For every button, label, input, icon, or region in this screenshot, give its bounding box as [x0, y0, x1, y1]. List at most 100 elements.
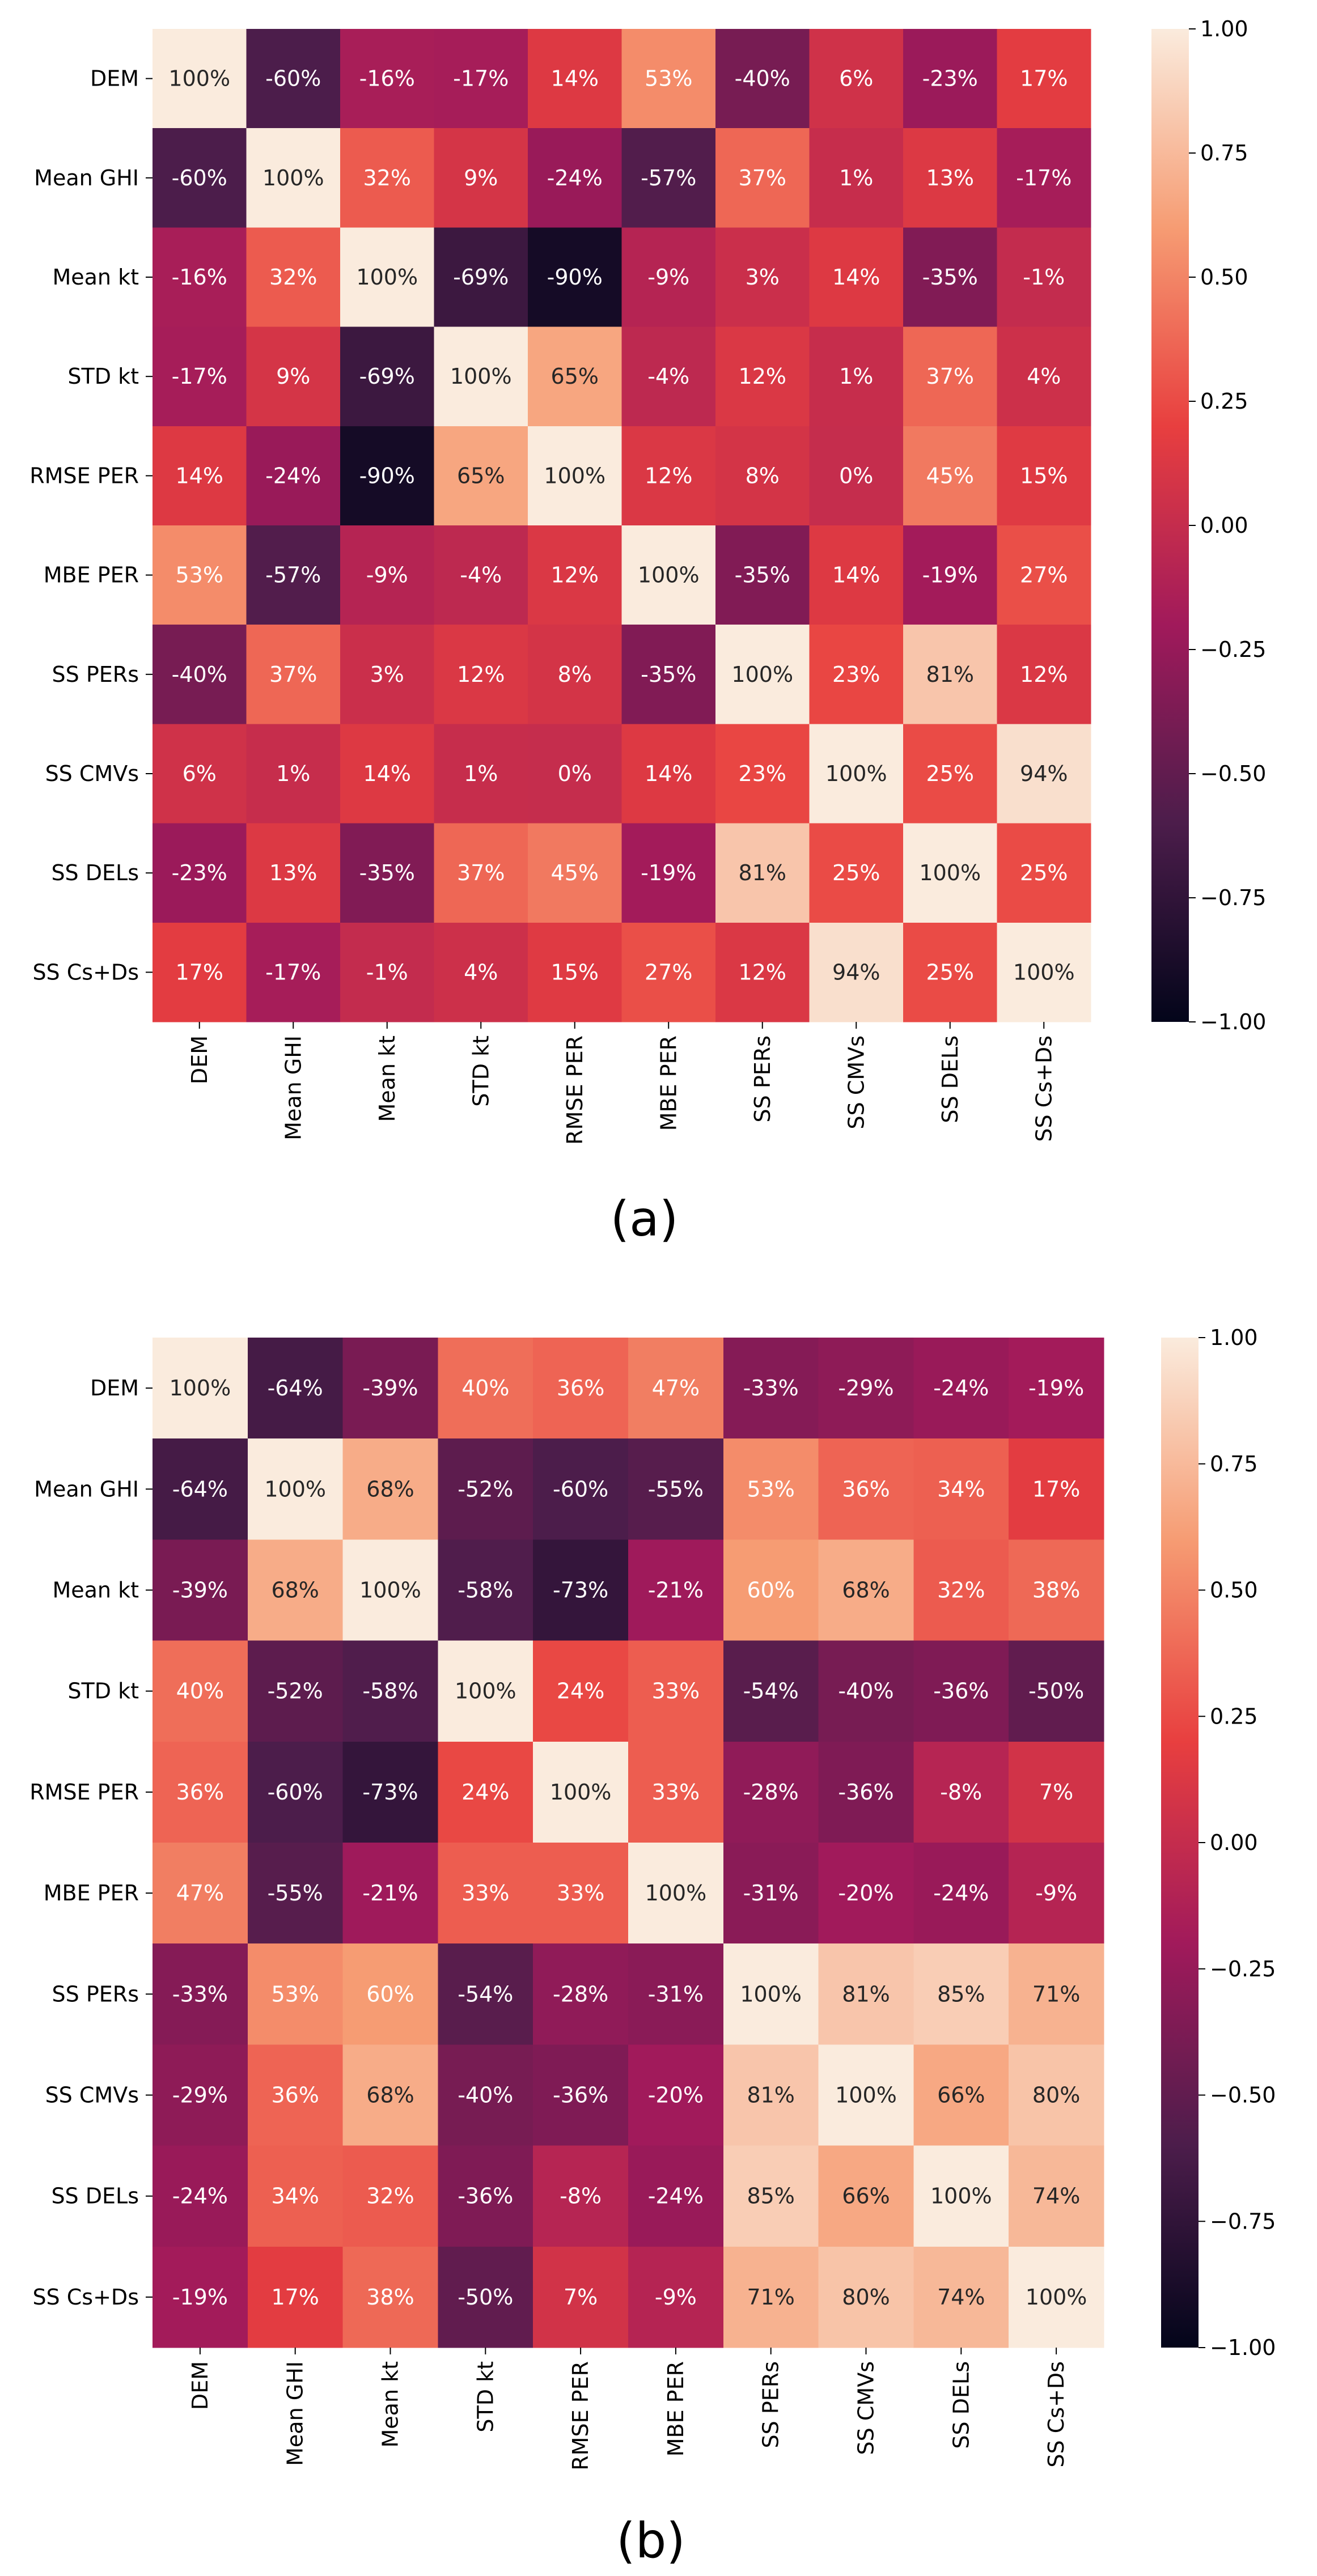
cell-value-b-r5-c3: 33% [461, 1881, 509, 1906]
heatmap-cell-a-r4-c4 [528, 426, 622, 526]
cell-value-a-r2-c6: 3% [746, 265, 780, 290]
heatmap-cell-a-r0-c4 [528, 29, 622, 129]
heatmap-cell-b-r1-c4 [533, 1438, 629, 1540]
heatmap-annotations-a: 100% -60% -16% -17% 14% 53% -40% 6% -23% 17% -60% 1… [168, 66, 1074, 985]
heatmap-cell-a-r5-c9 [997, 525, 1091, 625]
cell-value-b-r1-c5: -55% [648, 1476, 704, 1501]
heatmap-cell-a-r1-c4 [528, 128, 622, 228]
heatmap-cell-a-r9-c5 [621, 922, 716, 1022]
cell-value-a-r4-c6: 8% [746, 463, 780, 488]
heatmap-cell-a-r4-c5 [621, 426, 716, 526]
heatmap-cell-b-r9-c4 [533, 2246, 629, 2348]
heatmap-cell-a-r0-c5 [621, 29, 716, 129]
colorbar-tick-label-b-7: −0.75 [1210, 2209, 1276, 2234]
x-axis-b: DEM Mean GHI Mean kt STD kt RMSE PER MBE PER S… [188, 2348, 1069, 2471]
heatmap-cell-b-r5-c5 [628, 1843, 724, 1944]
heatmap-cell-b-r9-c7 [818, 2246, 914, 2348]
heatmap-cell-b-r8-c7 [818, 2145, 914, 2247]
cell-value-a-r0-c1: -60% [265, 66, 321, 91]
cell-value-b-r1-c0: -64% [172, 1476, 228, 1501]
heatmap-cell-a-r3-c8 [903, 326, 998, 427]
heatmap-cell-b-r9-c9 [1009, 2246, 1104, 2348]
heatmap-cell-b-r6-c8 [913, 1943, 1009, 2045]
heatmap-cell-a-r4-c0 [153, 426, 247, 526]
heatmap-cell-a-r0-c2 [340, 29, 435, 129]
y-tick-label-a-mean-kt: Mean kt [52, 265, 139, 290]
heatmap-cell-b-r7-c9 [1009, 2044, 1104, 2146]
cell-value-a-r7-c9: 94% [1020, 761, 1068, 786]
heatmap-cell-b-r2-c0 [153, 1539, 248, 1641]
cell-value-b-r0-c6: -33% [743, 1376, 799, 1401]
heatmap-cell-b-r1-c0 [153, 1438, 248, 1540]
y-axis-b: DEM Mean GHI Mean kt STD kt RMSE PER MBE PER S… [29, 1376, 153, 2310]
heatmap-cell-b-r5-c2 [342, 1843, 438, 1944]
heatmap-cell-a-r2-c1 [246, 227, 341, 328]
cell-value-a-r0-c9: 17% [1020, 66, 1068, 91]
cell-value-b-r9-c6: 71% [747, 2285, 794, 2310]
cell-value-a-r1-c6: 37% [739, 165, 786, 190]
heatmap-cell-b-r2-c7 [818, 1539, 914, 1641]
cell-value-a-r9-c1: -17% [265, 960, 321, 984]
cell-value-a-r3-c4: 65% [551, 364, 599, 389]
cell-value-a-r2-c0: -16% [172, 265, 227, 290]
cell-value-b-r4-c5: 33% [652, 1780, 700, 1805]
heatmap-cell-a-r9-c2 [340, 922, 435, 1022]
heatmap-cell-b-r2-c6 [723, 1539, 819, 1641]
heatmap-cell-a-r0-c8 [903, 29, 998, 129]
heatmap-cell-b-r0-c0 [153, 1338, 248, 1439]
x-tick-label-b-ss-cs-plus-ds: SS Cs+Ds [1044, 2361, 1069, 2468]
heatmap-cell-b-r6-c2 [342, 1943, 438, 2045]
colorbar-b: 1.00 0.75 0.50 0.25 0.00 −0.25 −0.50 −0.75 −1.00 [1161, 1325, 1276, 2360]
heatmap-cell-b-r9-c1 [247, 2246, 344, 2348]
heatmap-cell-b-r5-c0 [153, 1843, 248, 1944]
cell-value-a-r2-c7: 14% [832, 265, 880, 290]
heatmap-cell-b-r0-c8 [913, 1338, 1009, 1439]
heatmap-cell-b-r9-c0 [153, 2246, 248, 2348]
heatmap-cell-a-r5-c2 [340, 525, 435, 625]
x-tick-label-b-std-kt: STD kt [473, 2361, 498, 2433]
heatmap-cell-b-r1-c9 [1009, 1438, 1104, 1540]
cell-value-b-r8-c9: 74% [1032, 2184, 1080, 2209]
heatmap-cell-b-r4-c3 [438, 1741, 533, 1843]
heatmap-cell-a-r5-c8 [903, 525, 998, 625]
heatmap-cell-a-r2-c5 [621, 227, 716, 328]
y-tick-label-b-ss-cs-plus-ds: SS Cs+Ds [32, 2285, 139, 2310]
cell-value-a-r0-c3: -17% [453, 66, 509, 91]
heatmap-cell-b-r8-c8 [913, 2145, 1009, 2247]
cell-value-b-r3-c4: 24% [557, 1679, 604, 1704]
cell-value-b-r2-c5: -21% [648, 1578, 704, 1603]
cell-value-b-r7-c2: 68% [366, 2083, 414, 2108]
cell-value-a-r3-c2: -69% [359, 364, 415, 389]
cell-value-b-r3-c3: 100% [455, 1679, 516, 1704]
heatmap-cell-a-r9-c9 [997, 922, 1091, 1022]
cell-value-b-r2-c6: 60% [747, 1578, 794, 1603]
heatmap-cell-b-r4-c4 [533, 1741, 629, 1843]
cell-value-a-r9-c8: 25% [926, 960, 974, 984]
colorbar-gradient-a [1151, 29, 1189, 1022]
cell-value-b-r4-c2: -73% [362, 1780, 418, 1805]
cell-value-a-r0-c5: 53% [645, 66, 692, 91]
heatmap-cell-b-r9-c8 [913, 2246, 1009, 2348]
heatmap-cell-b-r3-c7 [818, 1640, 914, 1742]
cell-value-a-r8-c2: -35% [359, 860, 415, 885]
cell-value-a-r6-c8: 81% [926, 662, 974, 687]
cell-value-a-r8-c7: 25% [832, 860, 880, 885]
cell-value-a-r8-c8: 100% [919, 860, 981, 885]
cell-value-b-r7-c6: 81% [747, 2083, 794, 2108]
cell-value-a-r5-c2: -9% [366, 563, 408, 588]
x-axis-a: DEM Mean GHI Mean kt STD kt RMSE PER MBE PER S… [187, 1022, 1056, 1145]
cell-value-b-r6-c3: -54% [458, 1981, 513, 2006]
x-tick-label-b-ss-dels: SS DELs [948, 2361, 973, 2449]
cell-value-b-r7-c9: 80% [1032, 2083, 1080, 2108]
cell-value-a-r9-c2: -1% [366, 960, 408, 984]
heatmap-cell-a-r7-c3 [434, 724, 528, 824]
cell-value-b-r4-c1: -60% [268, 1780, 323, 1805]
heatmap-cell-a-r4-c6 [715, 426, 810, 526]
cell-value-b-r5-c9: -9% [1035, 1881, 1077, 1906]
cell-value-b-r5-c6: -31% [743, 1881, 799, 1906]
y-tick-label-a-rmse-per: RMSE PER [29, 463, 139, 488]
heatmap-cell-b-r6-c3 [438, 1943, 533, 2045]
colorbar-tick-label-b-5: −0.25 [1210, 1957, 1276, 1981]
heatmap-cell-a-r6-c2 [340, 625, 435, 724]
heatmap-cell-a-r3-c4 [528, 326, 622, 427]
